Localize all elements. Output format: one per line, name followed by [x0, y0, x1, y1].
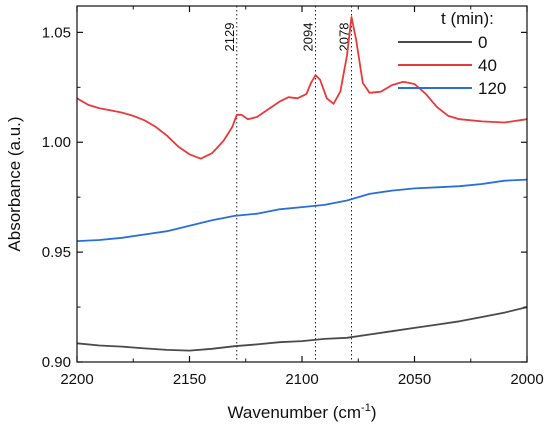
- series-line-120: [76, 178, 528, 242]
- x-tick-label: 2050: [398, 371, 431, 388]
- series-line-40: [76, 16, 528, 160]
- legend-label-40: 40: [478, 56, 497, 75]
- y-axis-title: Absorbance (a.u.): [5, 116, 24, 251]
- series-line-0: [76, 306, 528, 352]
- y-tick-label: 0.95: [42, 244, 71, 261]
- legend: t (min): 0 40 120: [398, 9, 506, 98]
- y-axis-ticks: 0.90 0.95 1.00 1.05: [42, 24, 527, 371]
- y-tick-label: 1.00: [42, 134, 71, 151]
- y-tick-label: 0.90: [42, 354, 71, 371]
- annotation-label-2094: 2094: [301, 23, 316, 52]
- y-tick-label: 1.05: [42, 24, 71, 41]
- x-axis-title: Wavenumber (cm-1): [228, 402, 377, 422]
- annotation-layer: 2129 2094 2078: [222, 6, 352, 362]
- annotation-label-2129: 2129: [222, 23, 237, 52]
- legend-title: t (min):: [441, 9, 494, 28]
- legend-label-120: 120: [478, 79, 506, 98]
- series-layer: [76, 16, 528, 352]
- x-axis-ticks: 2200 2150 2100 2050 2000: [60, 6, 544, 388]
- x-tick-label: 2100: [285, 371, 318, 388]
- legend-label-0: 0: [478, 33, 487, 52]
- x-tick-label: 2000: [510, 371, 543, 388]
- x-tick-label: 2150: [173, 371, 206, 388]
- x-tick-label: 2200: [60, 371, 93, 388]
- plot-frame: [76, 5, 528, 363]
